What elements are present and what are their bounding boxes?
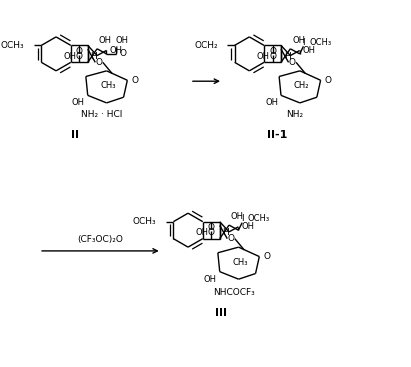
Text: III: III [215,308,227,318]
Text: I: I [241,214,244,224]
Text: OCH₃: OCH₃ [248,214,270,224]
Text: OH: OH [302,46,316,55]
Text: OH: OH [116,36,129,45]
Text: OH: OH [99,36,112,45]
Text: CH₂: CH₂ [294,81,309,90]
Text: CH₃: CH₃ [233,258,248,267]
Text: O: O [95,58,103,67]
Text: (CF₃OC)₂O: (CF₃OC)₂O [77,235,123,244]
Text: H: H [284,52,291,61]
Text: OH: OH [63,52,76,61]
Text: O: O [269,47,276,55]
Text: O: O [76,52,83,61]
Text: NHCOCF₃: NHCOCF₃ [213,288,255,297]
Text: NH₂ · HCl: NH₂ · HCl [81,110,122,119]
Text: OCH₂: OCH₂ [194,41,218,50]
Text: OH: OH [195,229,208,237]
Text: OH: OH [231,212,244,221]
Text: O: O [289,58,296,67]
Text: OH: OH [257,52,270,61]
Text: II-1: II-1 [268,130,288,140]
Text: OCH₃: OCH₃ [309,38,331,47]
Text: OCH₃: OCH₃ [133,217,157,226]
Text: OH: OH [265,98,278,108]
Text: OH: OH [72,98,85,108]
Text: O: O [269,52,276,61]
Text: O: O [228,234,235,243]
Text: II: II [71,130,79,140]
Text: O: O [208,229,215,237]
Text: O: O [324,76,331,85]
Text: I: I [302,38,305,47]
Text: O: O [120,50,127,58]
Text: OCH₃: OCH₃ [1,41,24,50]
Text: O: O [263,252,270,261]
Text: OH: OH [204,275,217,284]
Text: O: O [76,47,83,55]
Text: O: O [208,223,215,232]
Text: H: H [90,52,97,61]
Text: NH₂: NH₂ [286,110,304,119]
Text: O: O [131,76,138,85]
Text: CH₃: CH₃ [101,81,116,90]
Text: OH: OH [109,46,122,55]
Text: OH: OH [292,36,305,45]
Text: OH: OH [241,222,254,231]
Text: H: H [222,229,229,237]
